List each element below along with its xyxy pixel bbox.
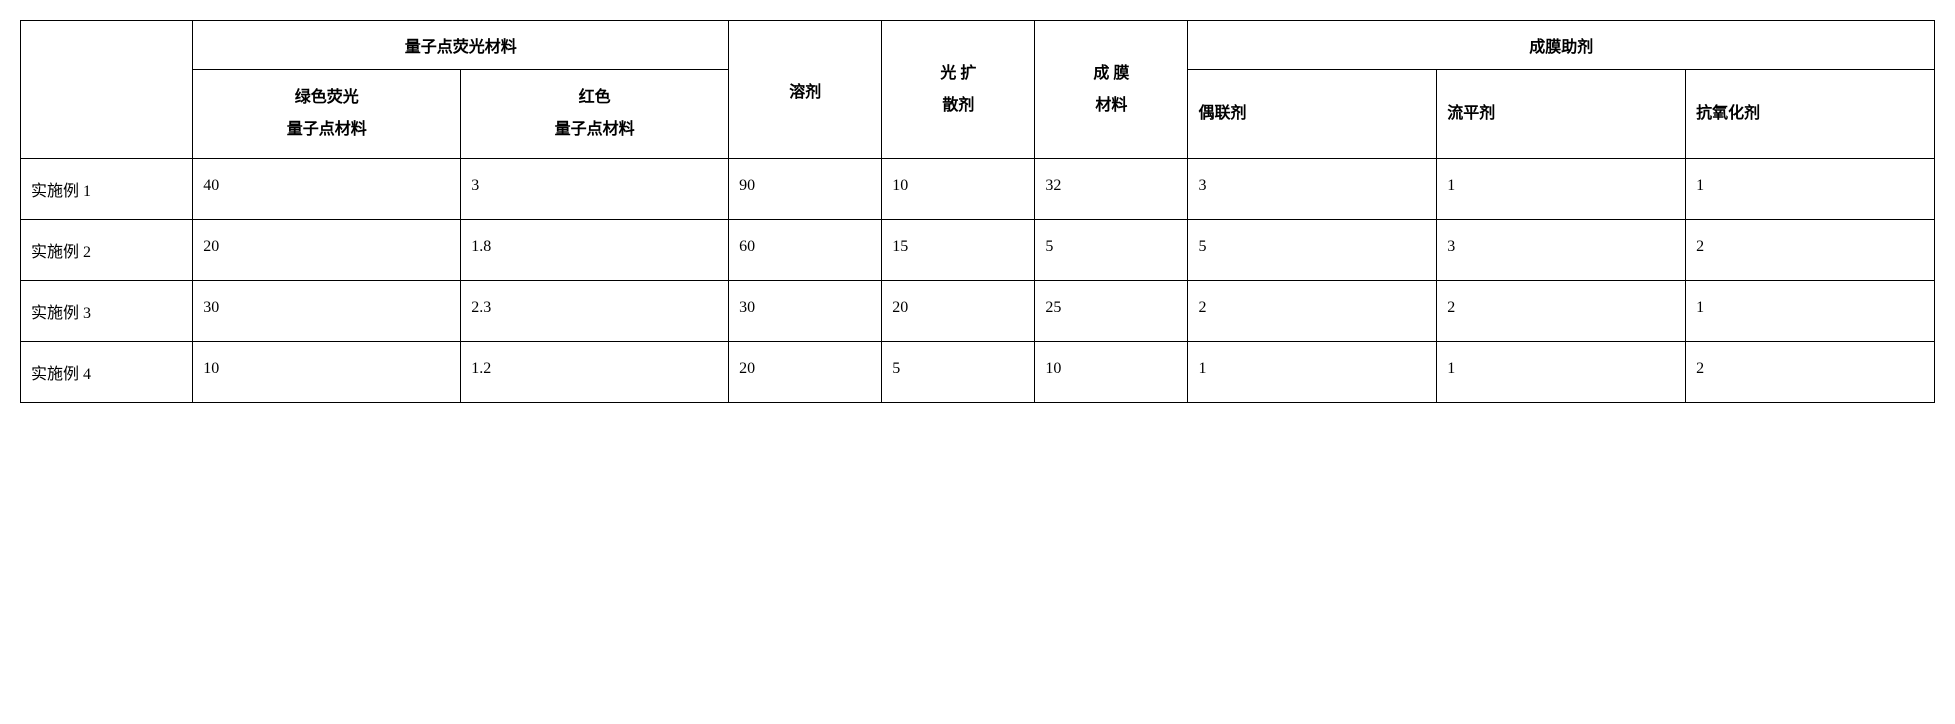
cell-r4-film: 10: [1035, 342, 1188, 403]
cell-r3-antioxidant: 1: [1686, 281, 1935, 342]
cell-r2-antioxidant: 2: [1686, 220, 1935, 281]
empty-corner-cell: [21, 21, 193, 159]
data-table: 量子点荧光材料 溶剂 光 扩 散剂 成 膜 材料 成膜助剂 绿色荧光 量子点材料: [20, 20, 1935, 403]
cell-r2-solvent: 60: [729, 220, 882, 281]
cell-r1-coupling: 3: [1188, 159, 1437, 220]
film-header-line1: 成 膜: [1093, 65, 1129, 82]
cell-r4-solvent: 20: [729, 342, 882, 403]
table-body: 实施例 1 40 3 90 10 32 3 1 1 实施例 2 20 1.8 6…: [21, 159, 1935, 403]
cell-r3-red: 2.3: [461, 281, 729, 342]
cell-r1-red: 3: [461, 159, 729, 220]
cell-r4-green: 10: [193, 342, 461, 403]
cell-r1-film: 32: [1035, 159, 1188, 220]
green-qd-line1: 绿色荧光: [295, 89, 359, 106]
cell-r1-solvent: 90: [729, 159, 882, 220]
table-row: 实施例 2 20 1.8 60 15 5 5 3 2: [21, 220, 1935, 281]
cell-r3-coupling: 2: [1188, 281, 1437, 342]
solvent-header: 溶剂: [729, 21, 882, 159]
cell-r1-antioxidant: 1: [1686, 159, 1935, 220]
cell-r4-diffuser: 5: [882, 342, 1035, 403]
leveling-header: 流平剂: [1437, 70, 1686, 159]
cell-r1-green: 40: [193, 159, 461, 220]
cell-r2-leveling: 3: [1437, 220, 1686, 281]
cell-r4-red: 1.2: [461, 342, 729, 403]
cell-r4-leveling: 1: [1437, 342, 1686, 403]
cell-r4-antioxidant: 2: [1686, 342, 1935, 403]
cell-r2-coupling: 5: [1188, 220, 1437, 281]
cell-r3-film: 25: [1035, 281, 1188, 342]
red-qd-line1: 红色: [579, 89, 611, 106]
red-qd-header: 红色 量子点材料: [461, 70, 729, 159]
cell-r2-red: 1.8: [461, 220, 729, 281]
cell-r3-solvent: 30: [729, 281, 882, 342]
cell-r3-green: 30: [193, 281, 461, 342]
cell-r4-coupling: 1: [1188, 342, 1437, 403]
green-qd-line2: 量子点材料: [287, 121, 367, 138]
cell-r2-green: 20: [193, 220, 461, 281]
main-table-container: 量子点荧光材料 溶剂 光 扩 散剂 成 膜 材料 成膜助剂 绿色荧光 量子点材料: [20, 20, 1935, 403]
table-row: 实施例 3 30 2.3 30 20 25 2 2 1: [21, 281, 1935, 342]
row-label-2: 实施例 2: [21, 220, 193, 281]
table-row: 实施例 4 10 1.2 20 5 10 1 1 2: [21, 342, 1935, 403]
cell-r3-diffuser: 20: [882, 281, 1035, 342]
diffuser-header-line2: 散剂: [942, 97, 974, 114]
antioxidant-header: 抗氧化剂: [1686, 70, 1935, 159]
diffuser-header-line1: 光 扩: [940, 65, 976, 82]
cell-r1-leveling: 1: [1437, 159, 1686, 220]
row-label-3: 实施例 3: [21, 281, 193, 342]
cell-r3-leveling: 2: [1437, 281, 1686, 342]
row-label-1: 实施例 1: [21, 159, 193, 220]
red-qd-line2: 量子点材料: [555, 121, 635, 138]
diffuser-header: 光 扩 散剂: [882, 21, 1035, 159]
cell-r1-diffuser: 10: [882, 159, 1035, 220]
coupling-header: 偶联剂: [1188, 70, 1437, 159]
film-aid-header: 成膜助剂: [1188, 21, 1935, 70]
cell-r2-diffuser: 15: [882, 220, 1035, 281]
film-material-header: 成 膜 材料: [1035, 21, 1188, 159]
header-row-1: 量子点荧光材料 溶剂 光 扩 散剂 成 膜 材料 成膜助剂: [21, 21, 1935, 70]
row-label-4: 实施例 4: [21, 342, 193, 403]
cell-r2-film: 5: [1035, 220, 1188, 281]
film-header-line2: 材料: [1095, 97, 1127, 114]
green-qd-header: 绿色荧光 量子点材料: [193, 70, 461, 159]
table-row: 实施例 1 40 3 90 10 32 3 1 1: [21, 159, 1935, 220]
quantum-dot-header: 量子点荧光材料: [193, 21, 729, 70]
table-header: 量子点荧光材料 溶剂 光 扩 散剂 成 膜 材料 成膜助剂 绿色荧光 量子点材料: [21, 21, 1935, 159]
